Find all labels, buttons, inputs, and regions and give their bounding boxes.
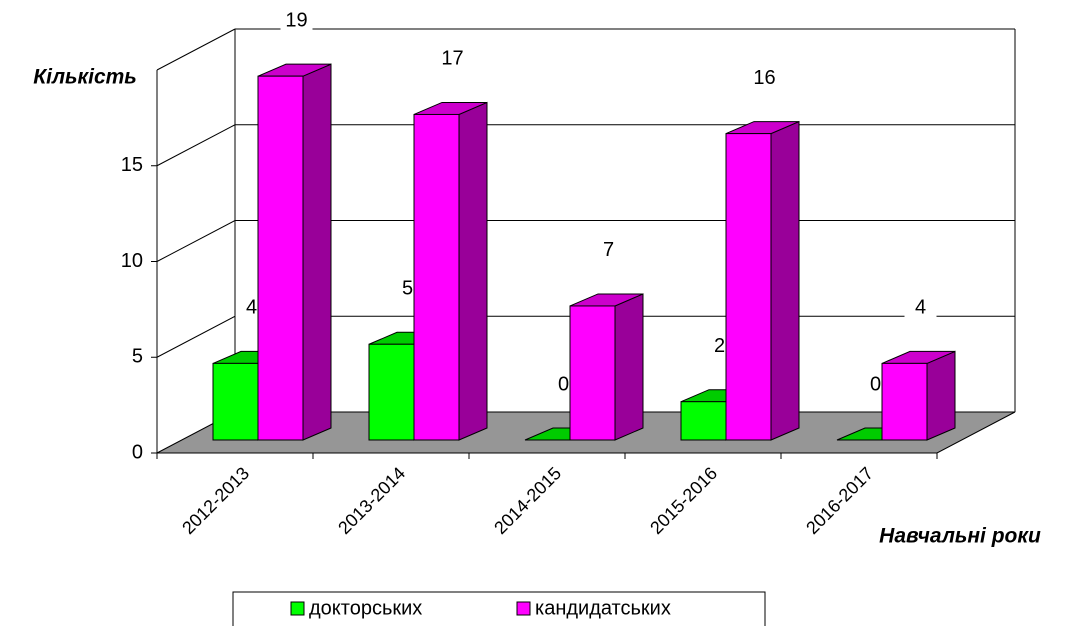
bar-front bbox=[257, 75, 304, 441]
bar-front bbox=[212, 362, 259, 441]
legend-box bbox=[232, 591, 766, 631]
data-label: 7 bbox=[603, 239, 614, 261]
data-label: 16 bbox=[753, 67, 775, 89]
legend-swatch bbox=[516, 601, 531, 616]
x-axis-title: Навчальні роки bbox=[879, 525, 1041, 548]
x-tick-label: 2016-2017 bbox=[802, 463, 877, 538]
label-bg bbox=[904, 295, 937, 322]
data-label: 17 bbox=[441, 48, 463, 70]
bar-side bbox=[458, 101, 488, 441]
bar-front bbox=[368, 343, 415, 441]
label-bg bbox=[436, 46, 469, 73]
data-label: 4 bbox=[915, 297, 926, 319]
x-tick-label: 2013-2014 bbox=[334, 463, 409, 538]
label-bg bbox=[748, 65, 781, 92]
y-tick-label: 5 bbox=[132, 346, 143, 368]
wall-edge bbox=[156, 28, 236, 71]
label-bg bbox=[592, 237, 625, 264]
bar-front bbox=[881, 362, 928, 441]
bar-side bbox=[614, 293, 644, 441]
bar-front bbox=[725, 133, 772, 441]
bar-side bbox=[770, 120, 800, 441]
x-tick-label: 2014-2015 bbox=[490, 463, 565, 538]
data-label: 19 bbox=[285, 9, 307, 31]
legend-swatch bbox=[290, 601, 305, 616]
data-label: 2 bbox=[714, 335, 725, 357]
legend-label: кандидатських bbox=[535, 597, 671, 619]
y-tick-label: 15 bbox=[121, 154, 143, 176]
bar-side bbox=[302, 63, 332, 441]
data-label: 5 bbox=[402, 278, 413, 300]
bar-front bbox=[413, 113, 460, 441]
x-tick-label: 2015-2016 bbox=[646, 463, 721, 538]
y-tick-label: 0 bbox=[132, 441, 143, 463]
label-bg bbox=[280, 8, 313, 35]
bar-front bbox=[680, 401, 727, 441]
data-label: 0 bbox=[558, 373, 569, 395]
bar bbox=[257, 63, 332, 441]
bar-side bbox=[926, 350, 956, 441]
bar-front bbox=[569, 305, 616, 441]
y-tick-label: 10 bbox=[121, 250, 143, 272]
bar bbox=[569, 293, 644, 441]
y-axis-title: Кількість bbox=[33, 66, 137, 89]
legend-label: докторських bbox=[309, 597, 422, 619]
bar bbox=[725, 120, 800, 441]
bar bbox=[881, 350, 956, 441]
data-label: 0 bbox=[870, 373, 881, 395]
data-label: 4 bbox=[246, 297, 257, 319]
x-tick-label: 2012-2013 bbox=[178, 463, 253, 538]
bar bbox=[413, 101, 488, 441]
